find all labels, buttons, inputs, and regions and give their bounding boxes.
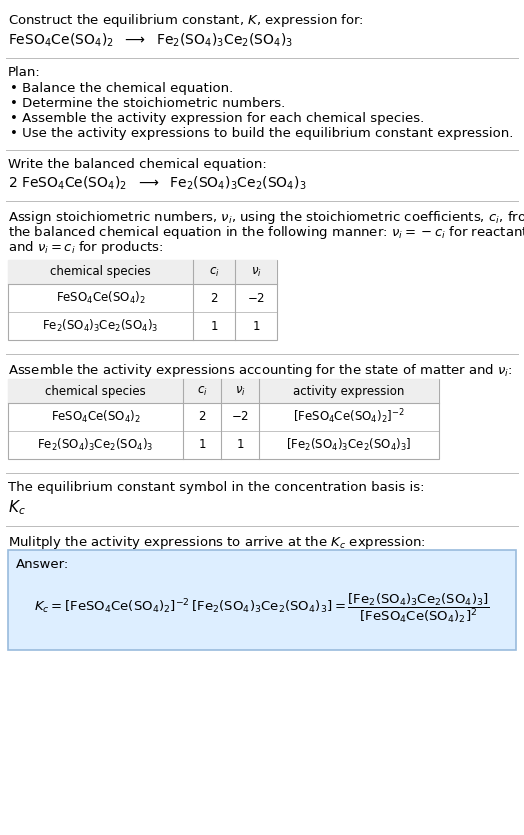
Text: • Use the activity expressions to build the equilibrium constant expression.: • Use the activity expressions to build …	[10, 127, 514, 140]
FancyBboxPatch shape	[8, 550, 516, 650]
Bar	[8, 379, 439, 403]
Bar	[8, 260, 277, 340]
Text: $\mathrm{Fe_2(SO_4)_3Ce_2(SO_4)_3}$: $\mathrm{Fe_2(SO_4)_3Ce_2(SO_4)_3}$	[37, 437, 154, 453]
Text: 2: 2	[210, 291, 218, 305]
Text: $\mathrm{FeSO_4Ce(SO_4)_2}$  $\longrightarrow$  $\mathrm{Fe_2(SO_4)_3Ce_2(SO_4)_: $\mathrm{FeSO_4Ce(SO_4)_2}$ $\longrighta…	[8, 32, 293, 49]
Text: 1: 1	[236, 438, 244, 452]
Text: 1: 1	[198, 438, 206, 452]
Text: $[\mathrm{FeSO_4Ce(SO_4)_2}]^{-2}$: $[\mathrm{FeSO_4Ce(SO_4)_2}]^{-2}$	[293, 407, 405, 427]
Text: $K_c$: $K_c$	[8, 498, 26, 517]
Text: $\nu_i$: $\nu_i$	[235, 384, 245, 397]
Text: chemical species: chemical species	[45, 384, 146, 397]
Text: the balanced chemical equation in the following manner: $\nu_i = -c_i$ for react: the balanced chemical equation in the fo…	[8, 224, 524, 241]
Text: 1: 1	[252, 320, 260, 332]
Text: $\mathrm{FeSO_4Ce(SO_4)_2}$: $\mathrm{FeSO_4Ce(SO_4)_2}$	[56, 290, 146, 306]
Text: $2\ \mathrm{FeSO_4Ce(SO_4)_2}$  $\longrightarrow$  $\mathrm{Fe_2(SO_4)_3Ce_2(SO_: $2\ \mathrm{FeSO_4Ce(SO_4)_2}$ $\longrig…	[8, 175, 307, 192]
Text: $c_i$: $c_i$	[196, 384, 208, 397]
Text: and $\nu_i = c_i$ for products:: and $\nu_i = c_i$ for products:	[8, 239, 163, 256]
Text: activity expression: activity expression	[293, 384, 405, 397]
Text: chemical species: chemical species	[50, 266, 151, 279]
Text: • Assemble the activity expression for each chemical species.: • Assemble the activity expression for e…	[10, 112, 424, 125]
Text: $[\mathrm{Fe_2(SO_4)_3Ce_2(SO_4)_3}]$: $[\mathrm{Fe_2(SO_4)_3Ce_2(SO_4)_3}]$	[286, 437, 412, 453]
Text: • Determine the stoichiometric numbers.: • Determine the stoichiometric numbers.	[10, 97, 285, 110]
Bar	[8, 379, 439, 459]
Text: $K_c = [\mathrm{FeSO_4Ce(SO_4)_2}]^{-2}\,[\mathrm{Fe_2(SO_4)_3Ce_2(SO_4)_3}] = \: $K_c = [\mathrm{FeSO_4Ce(SO_4)_2}]^{-2}\…	[34, 591, 490, 625]
Text: $-2$: $-2$	[247, 291, 265, 305]
Text: Construct the equilibrium constant, $K$, expression for:: Construct the equilibrium constant, $K$,…	[8, 12, 364, 29]
Text: Write the balanced chemical equation:: Write the balanced chemical equation:	[8, 158, 267, 171]
Text: Assign stoichiometric numbers, $\nu_i$, using the stoichiometric coefficients, $: Assign stoichiometric numbers, $\nu_i$, …	[8, 209, 524, 226]
Text: Plan:: Plan:	[8, 66, 41, 79]
Text: 1: 1	[210, 320, 218, 332]
Text: $c_i$: $c_i$	[209, 266, 220, 279]
Text: Assemble the activity expressions accounting for the state of matter and $\nu_i$: Assemble the activity expressions accoun…	[8, 362, 512, 379]
Text: • Balance the chemical equation.: • Balance the chemical equation.	[10, 82, 233, 95]
Text: $\nu_i$: $\nu_i$	[250, 266, 261, 279]
Text: Mulitply the activity expressions to arrive at the $K_c$ expression:: Mulitply the activity expressions to arr…	[8, 534, 426, 551]
Text: $\mathrm{Fe_2(SO_4)_3Ce_2(SO_4)_3}$: $\mathrm{Fe_2(SO_4)_3Ce_2(SO_4)_3}$	[42, 318, 159, 334]
Text: $-2$: $-2$	[231, 411, 249, 423]
Text: $\mathrm{FeSO_4Ce(SO_4)_2}$: $\mathrm{FeSO_4Ce(SO_4)_2}$	[50, 409, 140, 425]
Text: 2: 2	[198, 411, 206, 423]
Text: Answer:: Answer:	[16, 558, 69, 571]
Text: The equilibrium constant symbol in the concentration basis is:: The equilibrium constant symbol in the c…	[8, 481, 424, 494]
Bar	[8, 260, 277, 284]
